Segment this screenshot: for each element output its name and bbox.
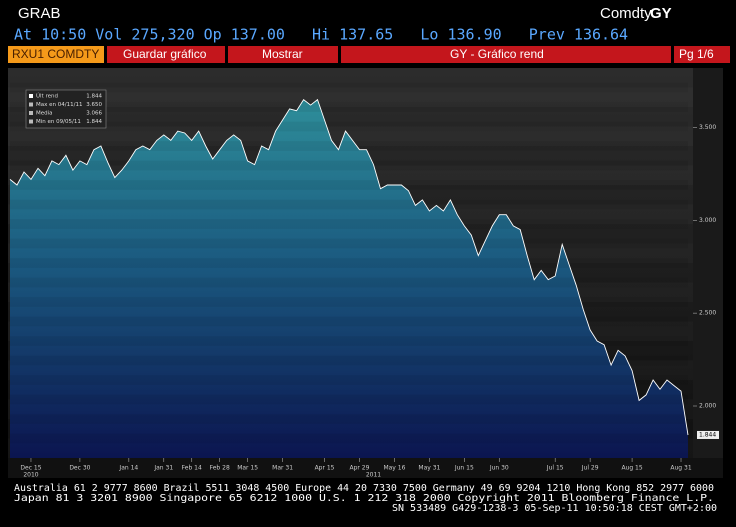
legend-label: Max en 04/11/11 xyxy=(36,102,82,108)
y-tick-label: 2.000 xyxy=(699,403,716,410)
x-tick-label: Apr 15 xyxy=(315,465,335,472)
x-tick-label: Mar 31 xyxy=(272,465,293,472)
legend-label: Min en 09/05/11 xyxy=(36,119,81,125)
legend-marker xyxy=(29,94,33,98)
legend-marker xyxy=(29,102,33,107)
page-label[interactable]: Pg 1/6 xyxy=(679,47,714,61)
legend-label: Media xyxy=(36,111,53,117)
show-button[interactable] xyxy=(228,46,338,63)
footer-line: Japan 81 3 3201 8900 Singapore 65 6212 1… xyxy=(14,493,714,504)
x-tick-label: Jul 29 xyxy=(581,465,599,472)
x-tick-label: May 16 xyxy=(383,465,405,472)
x-tick-label: Jan 31 xyxy=(153,465,173,472)
x-tick-label: Feb 14 xyxy=(182,465,202,472)
x-tick-label: Jul 15 xyxy=(546,465,564,472)
last-value-box xyxy=(697,430,719,439)
legend-value: 3.650 xyxy=(86,102,102,108)
source-code: GY xyxy=(650,5,672,22)
x-tick-label: Mar 15 xyxy=(237,465,258,472)
legend-box xyxy=(25,89,107,129)
screen-title: GRAB xyxy=(18,5,61,22)
legend-value: 3.066 xyxy=(86,111,102,117)
y-axis-area xyxy=(693,68,723,458)
x-tick-label: Jun 30 xyxy=(489,465,509,472)
show-label[interactable]: Mostrar xyxy=(262,47,303,61)
title-bar xyxy=(341,46,671,63)
footer-line: SN 533489 G429-1238-3 05-Sep-11 10:50:18… xyxy=(392,503,717,514)
last-value-label: 1.844 xyxy=(699,431,716,438)
area-fill xyxy=(10,99,688,458)
save-button[interactable] xyxy=(107,46,225,63)
x-tick-label: Jan 14 xyxy=(118,465,138,472)
x-tick-label: Dec 30 xyxy=(69,465,90,472)
year-label: 2010 xyxy=(23,472,38,479)
ticker-box[interactable] xyxy=(8,46,104,63)
legend-marker xyxy=(29,111,33,115)
quote-line: At 10:50 Vol 275,320 Op 137.00 Hi 137.65… xyxy=(14,26,628,44)
x-tick-label: May 31 xyxy=(418,465,440,472)
x-tick-label: Jun 15 xyxy=(454,465,474,472)
y-tick-label: 3.000 xyxy=(699,217,716,224)
year-label: 2011 xyxy=(366,472,381,479)
ticker[interactable]: RXU1 COMDTY xyxy=(12,47,99,61)
footer-line: Australia 61 2 9777 8600 Brazil 5511 304… xyxy=(14,483,714,494)
x-axis-area xyxy=(8,458,723,478)
legend-value: 1.844 xyxy=(86,119,102,125)
x-tick-label: Aug 15 xyxy=(621,465,642,472)
legend-label: Últ rend xyxy=(36,93,58,100)
legend-value: 1.844 xyxy=(86,94,102,100)
chart-title: GY - Gráfico rend xyxy=(450,47,544,61)
source: Comdty xyxy=(600,5,652,22)
legend-marker xyxy=(29,119,33,124)
x-tick-label: Dec 15 xyxy=(20,465,41,472)
y-tick-label: 3.500 xyxy=(699,124,716,131)
x-tick-label: Aug 31 xyxy=(670,465,691,472)
area-line xyxy=(9,98,689,436)
x-tick-label: Apr 29 xyxy=(350,465,370,472)
save-label[interactable]: Guardar gráfico xyxy=(123,47,207,61)
page-box[interactable] xyxy=(674,46,730,63)
y-tick-label: 2.500 xyxy=(699,310,716,317)
x-tick-label: Feb 28 xyxy=(210,465,230,472)
